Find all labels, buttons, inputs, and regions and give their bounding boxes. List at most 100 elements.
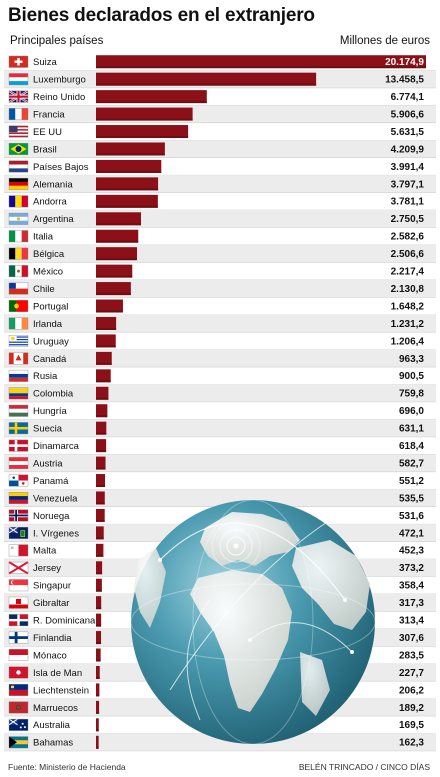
category-label: Isla de Man (33, 668, 82, 679)
bar-row (4, 175, 436, 193)
row-labels: R. Dominicana 313,4 (33, 616, 424, 627)
row-stripe (4, 454, 436, 472)
bar (96, 613, 102, 627)
bar (96, 369, 111, 383)
category-label: Canadá (33, 354, 67, 365)
panama-flag-icon (8, 474, 29, 487)
france-flag-icon (8, 108, 29, 121)
bar-shadow (96, 572, 103, 575)
value-label: 1.648,2 (391, 301, 425, 312)
value-label: 227,7 (399, 668, 424, 679)
row-labels: Argentina 2.750,5 (33, 214, 424, 225)
row-labels: Luxemburgo 13.458,5 (33, 75, 424, 86)
bar (96, 404, 108, 418)
value-label: 2.506,6 (391, 249, 425, 260)
value-label: 313,4 (399, 616, 424, 627)
bar (96, 125, 189, 139)
row-labels: I. Vírgenes 472,1 (33, 528, 424, 539)
bar-shadow (96, 223, 141, 226)
category-label: Malta (33, 546, 57, 557)
bar-shadow (96, 153, 165, 156)
ireland-flag-icon (8, 317, 29, 330)
category-label: Australia (33, 720, 71, 731)
bar (96, 439, 107, 453)
value-label: 283,5 (399, 650, 424, 661)
category-label: Suiza (33, 57, 57, 68)
category-label: Reino Unido (33, 92, 85, 103)
jersey-flag-icon (8, 561, 29, 575)
value-label: 631,1 (399, 424, 424, 435)
bar (96, 72, 317, 86)
row-labels: Mónaco 283,5 (33, 650, 424, 661)
bar-shadow (96, 450, 107, 453)
bar (96, 386, 109, 400)
canada-flag-icon (8, 352, 29, 365)
bar-row (4, 349, 436, 368)
row-labels: Bahamas 162,3 (33, 738, 424, 749)
belgium-flag-icon (8, 247, 29, 260)
chart-title: Bienes declarados en el extranjero (8, 5, 315, 26)
row-stripe (4, 384, 436, 402)
category-label: México (33, 267, 63, 278)
row-labels: Colombia 759,8 (33, 389, 424, 400)
bar (96, 491, 105, 505)
bar-row (4, 264, 436, 281)
row-labels: Venezuela 535,5 (33, 493, 424, 504)
value-label: 2.582,6 (391, 232, 425, 243)
bar-shadow (96, 380, 111, 383)
value-label: 5.906,6 (391, 109, 425, 120)
bar-row (4, 244, 436, 263)
category-label: Noruega (33, 511, 70, 522)
monaco-flag-icon (8, 649, 29, 661)
bar-row (4, 299, 436, 316)
row-labels: Suecia 631,1 (33, 424, 424, 435)
denmark-flag-icon (8, 439, 29, 452)
row-labels: Austria 582,7 (33, 458, 424, 469)
category-label: Italia (33, 232, 54, 243)
row-labels: Uruguay 1.206,4 (33, 336, 424, 347)
row-stripe (4, 140, 436, 158)
value-label: 189,2 (399, 703, 424, 714)
row-labels: Panamá 551,2 (33, 476, 424, 487)
value-label: 2.130,8 (391, 284, 425, 295)
value-label: 13.458,5 (385, 75, 424, 86)
row-labels: Italia 2.582,6 (33, 232, 424, 243)
row-labels: Hungría 696,0 (33, 406, 424, 417)
category-label: Singapur (33, 581, 71, 592)
category-label: Colombia (33, 389, 74, 400)
row-labels: Chile 2.130,8 (33, 284, 424, 295)
row-stripe (4, 419, 436, 437)
value-label: 963,3 (399, 354, 424, 365)
bar (96, 578, 102, 592)
bar-row (4, 454, 436, 473)
bar (96, 177, 159, 191)
row-labels: Portugal 1.648,2 (33, 301, 424, 312)
bar (96, 334, 116, 348)
bar-shadow (96, 205, 158, 208)
category-header: Principales países (10, 35, 104, 47)
bar (96, 264, 133, 278)
bar-shadow (96, 310, 123, 313)
bar-shadow (96, 607, 102, 610)
row-stripe (4, 489, 436, 507)
bar-shadow (96, 240, 139, 243)
value-label: 4.209,9 (391, 144, 425, 155)
bar-row (4, 474, 436, 490)
row-stripe (4, 733, 436, 751)
bar-shadow (96, 485, 106, 488)
bar-row (4, 140, 436, 158)
category-label: Finlandia (33, 633, 72, 644)
argentina-flag-icon (8, 212, 29, 225)
bar-row (4, 369, 436, 385)
row-labels: Australia 169,5 (33, 720, 424, 731)
bar (96, 247, 138, 261)
italy-flag-icon (8, 230, 29, 243)
row-labels: Andorra 3.781,1 (33, 197, 424, 208)
portugal-flag-icon (8, 300, 29, 312)
bar-shadow (96, 624, 102, 627)
value-label: 307,6 (399, 633, 424, 644)
bar-shadow (96, 362, 112, 365)
row-labels: Francia 5.906,6 (33, 109, 424, 120)
category-label: Hungría (33, 406, 68, 417)
